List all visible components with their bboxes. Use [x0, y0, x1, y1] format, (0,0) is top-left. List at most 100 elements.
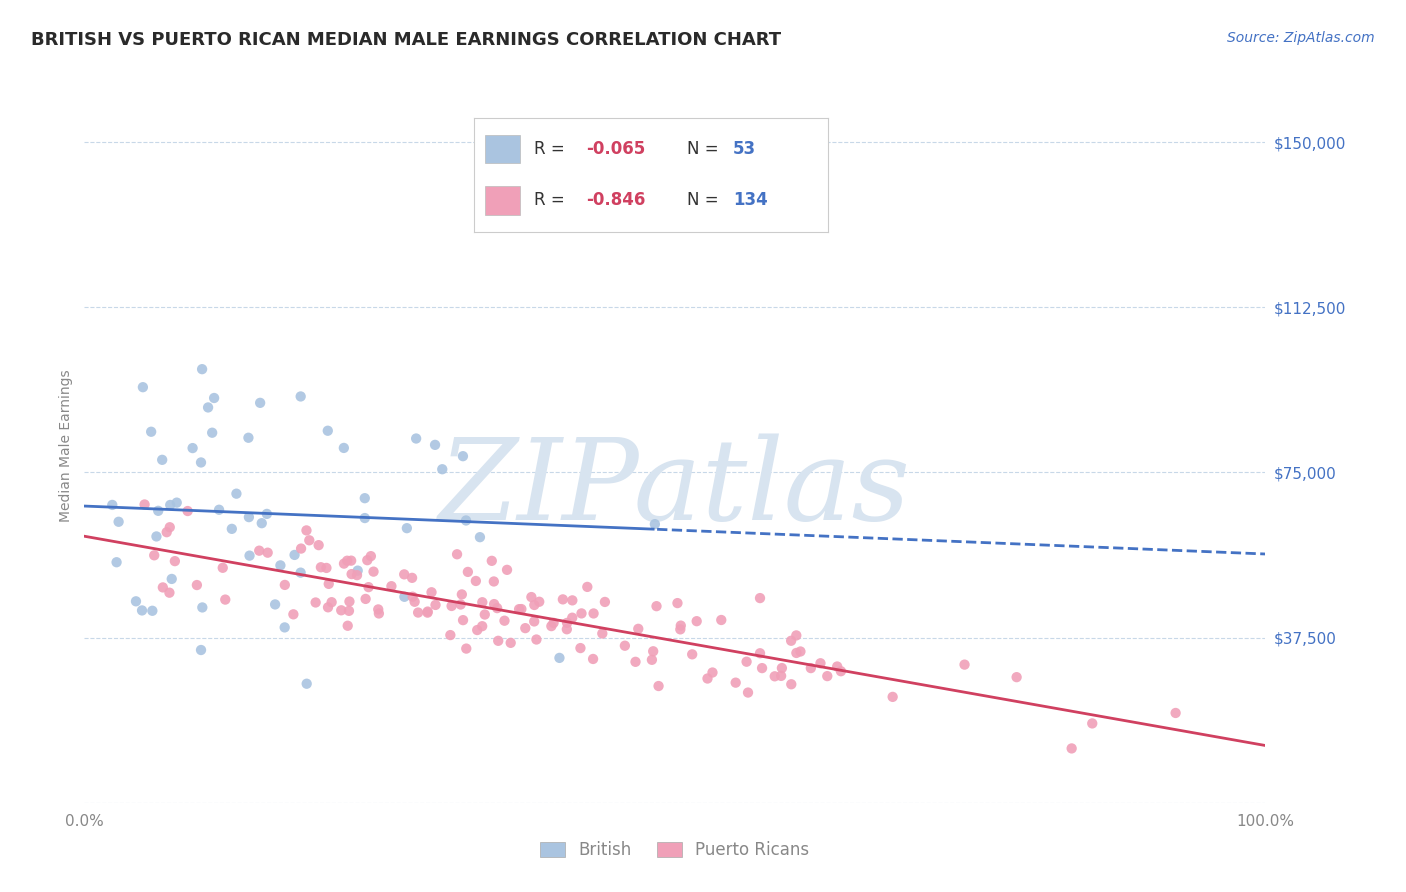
Point	[825, 659, 848, 673]
Point	[176, 504, 198, 518]
Point	[450, 598, 472, 612]
Point	[882, 690, 904, 704]
Point	[686, 614, 709, 628]
Point	[543, 615, 565, 630]
Point	[284, 548, 307, 562]
Point	[644, 517, 666, 532]
Point	[751, 661, 773, 675]
Point	[201, 425, 224, 440]
Point	[152, 581, 174, 595]
Point	[401, 571, 423, 585]
Point	[406, 606, 429, 620]
Point	[190, 643, 212, 657]
Point	[450, 587, 472, 601]
Point	[464, 574, 486, 588]
Point	[107, 515, 129, 529]
Legend: British, Puerto Ricans: British, Puerto Ricans	[534, 835, 815, 866]
Point	[416, 606, 439, 620]
Point	[468, 530, 491, 544]
Point	[451, 449, 474, 463]
Point	[696, 672, 718, 686]
Point	[211, 561, 233, 575]
Point	[582, 652, 605, 666]
Point	[496, 563, 519, 577]
Point	[439, 628, 461, 642]
Point	[1005, 670, 1028, 684]
Point	[591, 626, 613, 640]
Point	[763, 669, 786, 683]
Point	[405, 432, 427, 446]
Point	[432, 462, 454, 476]
Point	[474, 607, 496, 622]
Point	[416, 605, 439, 619]
Point	[780, 633, 803, 648]
Point	[333, 441, 356, 455]
Point	[197, 401, 219, 415]
Point	[273, 620, 295, 634]
Point	[780, 677, 803, 691]
Point	[395, 521, 418, 535]
Point	[735, 655, 758, 669]
Point	[540, 619, 562, 633]
Point	[346, 568, 368, 582]
Point	[125, 594, 148, 608]
Point	[499, 636, 522, 650]
Point	[666, 596, 689, 610]
Point	[159, 498, 181, 512]
Point	[425, 598, 447, 612]
Point	[669, 623, 692, 637]
Point	[283, 607, 305, 622]
Point	[316, 424, 339, 438]
Point	[724, 675, 747, 690]
Point	[423, 438, 446, 452]
Point	[208, 502, 231, 516]
Point	[749, 646, 772, 660]
Point	[482, 597, 505, 611]
Text: ZIPatlas: ZIPatlas	[439, 434, 911, 544]
Point	[482, 574, 505, 589]
Point	[613, 639, 636, 653]
Y-axis label: Median Male Earnings: Median Male Earnings	[59, 369, 73, 523]
Point	[290, 389, 312, 403]
Point	[457, 565, 479, 579]
Point	[354, 591, 377, 606]
Point	[508, 602, 530, 616]
Point	[298, 533, 321, 548]
Point	[749, 591, 772, 606]
Point	[202, 391, 225, 405]
Point	[830, 664, 852, 678]
Point	[569, 641, 592, 656]
Point	[290, 541, 312, 556]
Point	[815, 669, 838, 683]
Point	[157, 585, 180, 599]
Point	[529, 595, 551, 609]
Text: Source: ZipAtlas.com: Source: ZipAtlas.com	[1227, 31, 1375, 45]
Point	[159, 520, 181, 534]
Point	[309, 560, 332, 574]
Point	[770, 661, 793, 675]
Point	[624, 655, 647, 669]
Point	[308, 538, 330, 552]
Point	[643, 644, 665, 658]
Text: BRITISH VS PUERTO RICAN MEDIAN MALE EARNINGS CORRELATION CHART: BRITISH VS PUERTO RICAN MEDIAN MALE EARN…	[31, 31, 782, 49]
Point	[134, 498, 156, 512]
Point	[785, 628, 807, 642]
Point	[337, 604, 360, 618]
Point	[249, 396, 271, 410]
Point	[160, 572, 183, 586]
Point	[295, 524, 318, 538]
Point	[238, 431, 260, 445]
Point	[238, 510, 260, 524]
Point	[340, 567, 363, 582]
Point	[269, 558, 291, 573]
Point	[576, 580, 599, 594]
Point	[333, 557, 356, 571]
Point	[150, 453, 173, 467]
Point	[346, 564, 368, 578]
Point	[737, 685, 759, 699]
Point	[641, 653, 664, 667]
Point	[446, 547, 468, 561]
Point	[330, 603, 353, 617]
Point	[953, 657, 976, 672]
Point	[190, 455, 212, 469]
